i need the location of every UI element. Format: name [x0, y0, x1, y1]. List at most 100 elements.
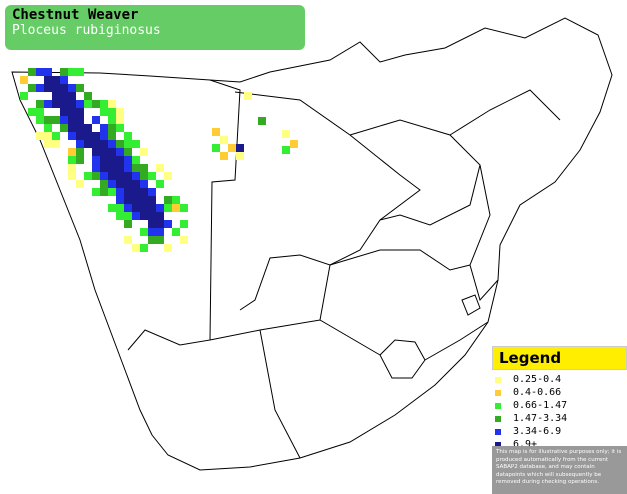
record-cell [116, 124, 124, 132]
record-cell [36, 116, 44, 124]
record-cell [68, 116, 76, 124]
legend-items: 0.25-0.4 0.4-0.66 0.66-1.47 1.47-3.34 3.34-6… [492, 373, 627, 451]
record-cell [132, 180, 140, 188]
record-cell [100, 164, 108, 172]
record-cell [68, 92, 76, 100]
legend-swatch [495, 376, 501, 383]
record-cell [156, 236, 164, 244]
record-cell [100, 140, 108, 148]
record-cell [172, 228, 180, 236]
record-cell [68, 108, 76, 116]
record-cell [116, 116, 124, 124]
record-cell [282, 146, 290, 154]
record-cell [140, 188, 148, 196]
borders [11, 17, 613, 471]
title-box: Chestnut Weaver Ploceus rubiginosus [5, 5, 305, 50]
record-cell [92, 156, 100, 164]
record-cell [220, 152, 228, 160]
record-cell [116, 148, 124, 156]
record-cell [108, 140, 116, 148]
record-cell [132, 212, 140, 220]
record-cell [140, 212, 148, 220]
record-cell [108, 180, 116, 188]
legend-swatch [495, 428, 501, 435]
record-cell [44, 100, 52, 108]
record-cell [92, 172, 100, 180]
record-cell [244, 92, 252, 100]
record-cell [68, 164, 76, 172]
record-cell [180, 236, 188, 244]
record-cell [84, 92, 92, 100]
record-cell [20, 92, 28, 100]
record-cell [108, 172, 116, 180]
record-cell [60, 84, 68, 92]
legend-item: 0.25-0.4 [495, 373, 627, 386]
coastline [11, 17, 613, 471]
record-cell [76, 68, 84, 76]
mozambique-border [449, 89, 561, 302]
record-cell [140, 244, 148, 252]
record-cell [76, 84, 84, 92]
record-cell [140, 172, 148, 180]
record-cell [148, 172, 156, 180]
legend-swatch [495, 415, 501, 422]
scientific-name: Ploceus rubiginosus [12, 23, 161, 38]
record-cell [124, 236, 132, 244]
record-cell [44, 132, 52, 140]
record-cell [124, 204, 132, 212]
record-cell [44, 76, 52, 84]
record-cell [44, 124, 52, 132]
record-cell [28, 68, 36, 76]
record-cell [92, 164, 100, 172]
legend-swatch [495, 441, 501, 448]
record-cell [92, 140, 100, 148]
record-cell [60, 100, 68, 108]
record-cell [124, 220, 132, 228]
record-cell [92, 100, 100, 108]
record-cell [172, 204, 180, 212]
record-cell [100, 156, 108, 164]
record-cell [36, 132, 44, 140]
legend-label: 0.25-0.4 [513, 374, 562, 385]
record-cell [116, 188, 124, 196]
record-cell [100, 148, 108, 156]
record-cell [156, 220, 164, 228]
record-cell [140, 196, 148, 204]
record-cell [164, 204, 172, 212]
record-cell [116, 156, 124, 164]
record-cell [124, 140, 132, 148]
record-cell [52, 92, 60, 100]
record-cell [108, 156, 116, 164]
record-cell [236, 144, 244, 152]
record-cell [164, 196, 172, 204]
record-cell [148, 204, 156, 212]
record-cell [132, 140, 140, 148]
record-cell [100, 132, 108, 140]
record-cell [44, 140, 52, 148]
record-cell [156, 180, 164, 188]
record-cell [148, 236, 156, 244]
record-cell [44, 84, 52, 92]
record-cell [100, 180, 108, 188]
record-cell [172, 196, 180, 204]
record-cell [108, 132, 116, 140]
legend-label: 3.34-6.9 [513, 426, 562, 437]
record-cell [60, 116, 68, 124]
record-cell [164, 244, 172, 252]
record-cell [124, 212, 132, 220]
record-cell [140, 180, 148, 188]
record-cell [108, 100, 116, 108]
legend-swatch [495, 389, 501, 396]
record-cell [180, 220, 188, 228]
record-cell [76, 124, 84, 132]
record-cell [140, 164, 148, 172]
record-cell [84, 100, 92, 108]
province-lines [209, 264, 489, 459]
record-cell [100, 172, 108, 180]
record-cell [44, 68, 52, 76]
record-cell [44, 116, 52, 124]
record-cell [108, 188, 116, 196]
record-cell [60, 76, 68, 84]
record-cell [124, 156, 132, 164]
